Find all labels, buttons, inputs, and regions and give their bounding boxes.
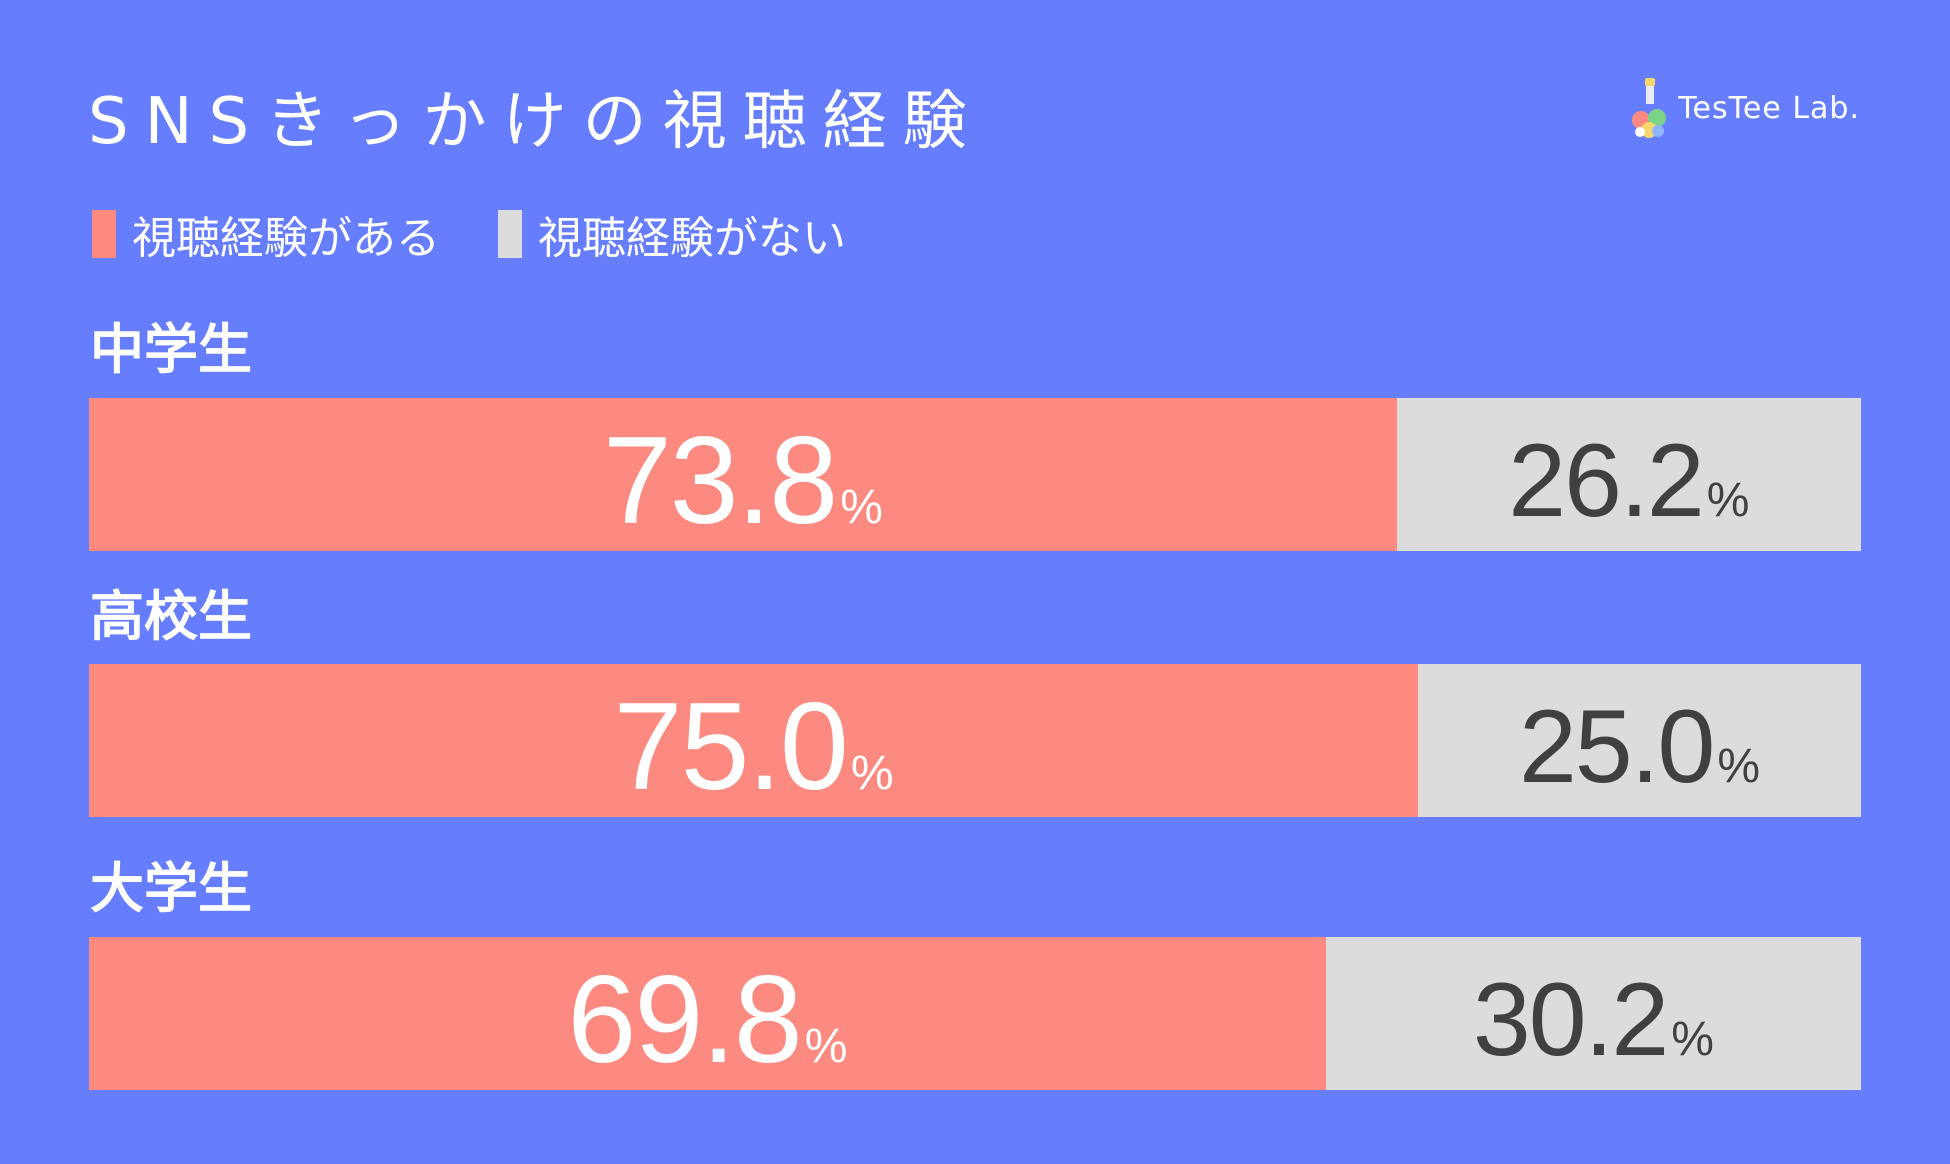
flask-logo-icon <box>1632 78 1667 138</box>
bar-segment-yes: 73.8% <box>89 398 1397 551</box>
bar-segment-no: 25.0% <box>1418 664 1861 817</box>
bar-segment-no: 26.2% <box>1396 398 1861 551</box>
stacked-bar: 73.8% 26.2% <box>89 398 1861 551</box>
legend-label-yes: 視聴経験がある <box>132 213 440 264</box>
data-label-unit: % <box>1717 739 1761 793</box>
chart-title: SNSきっかけの視聴経験 <box>88 85 983 159</box>
data-label-value: 26.2 <box>1508 422 1704 539</box>
data-label-value: 73.8 <box>602 411 838 550</box>
data-label: 25.0% <box>1519 683 1760 799</box>
category-label: 大学生 <box>90 857 252 920</box>
bar-segment-yes: 75.0% <box>89 664 1418 817</box>
stacked-bar: 75.0% 25.0% <box>89 664 1861 817</box>
data-label: 73.8% <box>603 407 883 543</box>
logo-text: TesTee Lab. <box>1678 90 1860 126</box>
data-label-unit: % <box>1706 473 1750 527</box>
data-label-unit: % <box>1671 1012 1714 1066</box>
bar-segment-no: 30.2% <box>1325 937 1861 1090</box>
data-label: 69.8% <box>567 946 847 1082</box>
legend-label-no: 視聴経験がない <box>538 213 846 264</box>
data-label: 30.2% <box>1473 956 1714 1072</box>
legend-item-no: 視聴経験がない <box>498 202 846 266</box>
data-label-unit: % <box>804 1019 848 1073</box>
stacked-bar: 69.8% 30.2% <box>89 937 1861 1090</box>
bar-segment-yes: 69.8% <box>89 937 1326 1090</box>
legend-item-yes: 視聴経験がある <box>92 202 440 266</box>
data-label-unit: % <box>850 746 894 800</box>
data-label-value: 69.8 <box>567 950 802 1089</box>
data-label-value: 30.2 <box>1472 961 1669 1078</box>
legend-swatch-yes <box>92 210 116 258</box>
category-label: 中学生 <box>90 318 252 381</box>
data-label-unit: % <box>840 480 883 534</box>
data-label-value: 25.0 <box>1518 688 1715 805</box>
legend: 視聴経験がある 視聴経験がない <box>92 202 904 266</box>
testee-lab-logo: TesTee Lab. <box>1628 76 1860 140</box>
data-label-value: 75.0 <box>613 677 848 816</box>
legend-swatch-no <box>498 210 522 258</box>
category-label: 高校生 <box>90 585 252 648</box>
data-label: 26.2% <box>1508 417 1749 533</box>
data-label: 75.0% <box>613 673 893 809</box>
